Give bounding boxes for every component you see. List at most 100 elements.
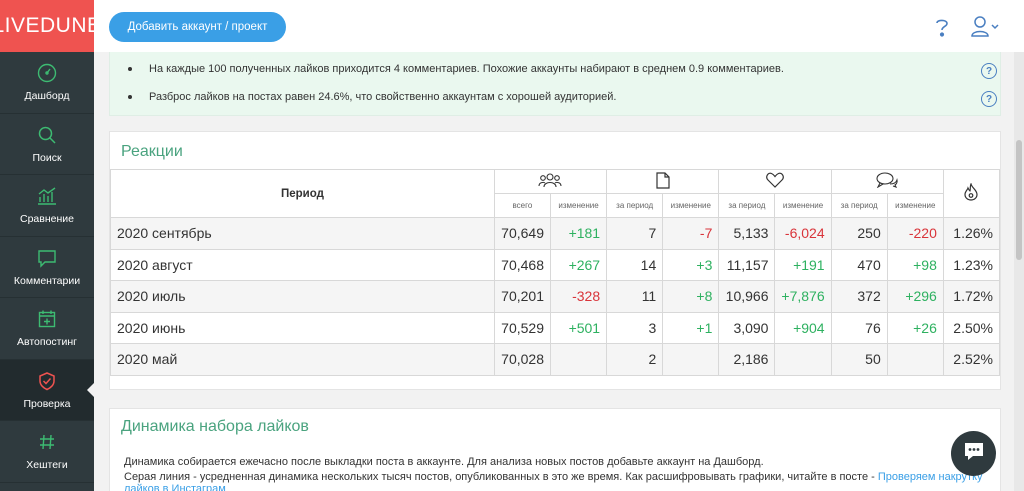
page-scrollbar[interactable] xyxy=(1014,52,1024,491)
er-cell: 2.50% xyxy=(942,311,1001,344)
scrollbar-thumb[interactable] xyxy=(1016,140,1022,260)
likes-cell: 5,133 xyxy=(718,217,776,250)
sidebar-item-compare[interactable]: Сравнение xyxy=(0,175,94,237)
period-cell: 2020 сентябрь xyxy=(110,217,495,250)
hash-icon xyxy=(36,431,58,453)
comments-change-cell xyxy=(886,343,944,376)
chat-bubbles-icon xyxy=(876,172,898,191)
bullet xyxy=(128,95,132,99)
comments-change-cell: +26 xyxy=(886,311,944,344)
likes-dynamics-card: Динамика набора лайков Динамика собирает… xyxy=(109,408,1001,491)
sub-header-change: изменение xyxy=(662,193,720,218)
sidebar-item-autoposting[interactable]: Автопостинг xyxy=(0,298,94,360)
chat-icon xyxy=(963,441,985,466)
likes-change-cell: +191 xyxy=(774,248,832,281)
posts-change-cell xyxy=(662,343,720,376)
sub-header-per-period: за период xyxy=(606,193,664,218)
likes-change-cell: +7,876 xyxy=(774,280,832,313)
followers-change-cell: +501 xyxy=(549,311,608,344)
description-text-part: Серая линия - усредненная динамика неско… xyxy=(124,471,878,483)
posts-cell: 3 xyxy=(606,311,664,344)
table-row: 2020 июнь 70,529 +501 3 +1 3,090 +904 76… xyxy=(110,311,1001,344)
flame-icon xyxy=(964,182,979,204)
sidebar-item-search[interactable]: Поиск xyxy=(0,114,94,175)
period-cell: 2020 май xyxy=(110,343,495,376)
search-icon xyxy=(36,124,58,146)
table-row: 2020 август 70,468 +267 14 +3 11,157 +19… xyxy=(110,248,1001,281)
posts-cell: 2 xyxy=(606,343,664,376)
posts-cell: 7 xyxy=(606,217,664,250)
likes-cell: 10,966 xyxy=(718,280,776,313)
add-account-button[interactable]: Добавить аккаунт / проект xyxy=(109,12,286,42)
top-header: Добавить аккаунт / проект xyxy=(94,0,1024,52)
sub-header-change: изменение xyxy=(886,193,944,218)
posts-cell: 14 xyxy=(606,248,664,281)
sub-header-change: изменение xyxy=(774,193,832,218)
comments-cell: 76 xyxy=(830,311,888,344)
table-row: 2020 сентябрь 70,649 +181 7 -7 5,133 -6,… xyxy=(110,217,1001,250)
users-icon xyxy=(538,173,563,191)
sidebar-item-dashboard[interactable]: Дашборд xyxy=(0,52,94,114)
followers-header xyxy=(493,169,608,194)
sub-header-per-period: за период xyxy=(830,193,888,218)
followers-cell: 70,529 xyxy=(493,311,551,344)
sidebar-item-label: Дашборд xyxy=(24,90,70,103)
comments-cell: 50 xyxy=(830,343,888,376)
sidebar-item-hashtags[interactable]: Хештеги xyxy=(0,421,94,483)
period-cell: 2020 июль xyxy=(110,280,495,313)
followers-change-cell: +267 xyxy=(549,248,608,281)
comments-header xyxy=(830,169,944,194)
reactions-table: Период xyxy=(110,169,1001,376)
chart-icon xyxy=(36,185,58,207)
heart-icon xyxy=(766,172,784,191)
comments-cell: 470 xyxy=(830,248,888,281)
posts-header xyxy=(606,169,720,194)
sidebar-item-label: Сравнение xyxy=(20,213,74,226)
followers-cell: 70,028 xyxy=(493,343,551,376)
posts-change-cell: -7 xyxy=(662,217,720,250)
document-icon xyxy=(656,171,670,192)
comments-change-cell: +296 xyxy=(886,280,944,313)
sidebar-item-label: Автопостинг xyxy=(17,336,77,349)
posts-change-cell: +3 xyxy=(662,248,720,281)
sub-header-total: всего xyxy=(493,193,551,218)
likes-change-cell: +904 xyxy=(774,311,832,344)
table-row: 2020 июль 70,201 -328 11 +8 10,966 +7,87… xyxy=(110,280,1001,313)
followers-change-cell xyxy=(549,343,608,376)
followers-cell: 70,649 xyxy=(493,217,551,250)
period-cell: 2020 июнь xyxy=(110,311,495,344)
period-header: Период xyxy=(110,169,495,218)
comments-cell: 250 xyxy=(830,217,888,250)
likes-cell: 2,186 xyxy=(718,343,776,376)
followers-cell: 70,468 xyxy=(493,248,551,281)
sidebar-item-comments[interactable]: Комментарии xyxy=(0,237,94,298)
help-icon[interactable] xyxy=(932,16,952,38)
chat-button[interactable] xyxy=(951,431,996,476)
sidebar-item-label: Поиск xyxy=(32,151,62,164)
table-row: 2020 май 70,028 2 2,186 50 2.52% xyxy=(110,343,1001,376)
sidebar-item-check[interactable]: Проверка xyxy=(0,359,95,421)
card-title: Динамика набора лайков xyxy=(121,418,309,435)
info-text: На каждые 100 полученных лайков приходит… xyxy=(149,63,784,75)
reactions-card: Реакции Период xyxy=(109,131,1001,390)
er-cell: 1.26% xyxy=(942,217,1001,250)
info-text: Разброс лайков на постах равен 24.6%, чт… xyxy=(149,91,617,103)
help-circle-icon[interactable]: ? xyxy=(981,63,997,79)
comments-change-cell: +98 xyxy=(886,248,944,281)
er-cell: 1.23% xyxy=(942,248,1001,281)
help-circle-icon[interactable]: ? xyxy=(981,91,997,107)
card-title: Реакции xyxy=(121,143,183,160)
sidebar: LIVEDUNE Дашборд Поиск Сравнение Коммент… xyxy=(0,0,101,491)
followers-cell: 70,201 xyxy=(493,280,551,313)
followers-change-cell: +181 xyxy=(549,217,608,250)
likes-cell: 3,090 xyxy=(718,311,776,344)
logo[interactable]: LIVEDUNE xyxy=(0,0,101,52)
comments-cell: 372 xyxy=(830,280,888,313)
likes-change-cell xyxy=(774,343,832,376)
user-menu-icon[interactable] xyxy=(971,15,1001,37)
posts-change-cell: +8 xyxy=(662,280,720,313)
gauge-icon xyxy=(36,62,58,84)
article-link[interactable]: Проверяем накрутку лайков в Инстаграм xyxy=(124,471,983,491)
er-cell: 1.72% xyxy=(942,280,1001,313)
info-box: На каждые 100 полученных лайков приходит… xyxy=(109,52,1001,116)
